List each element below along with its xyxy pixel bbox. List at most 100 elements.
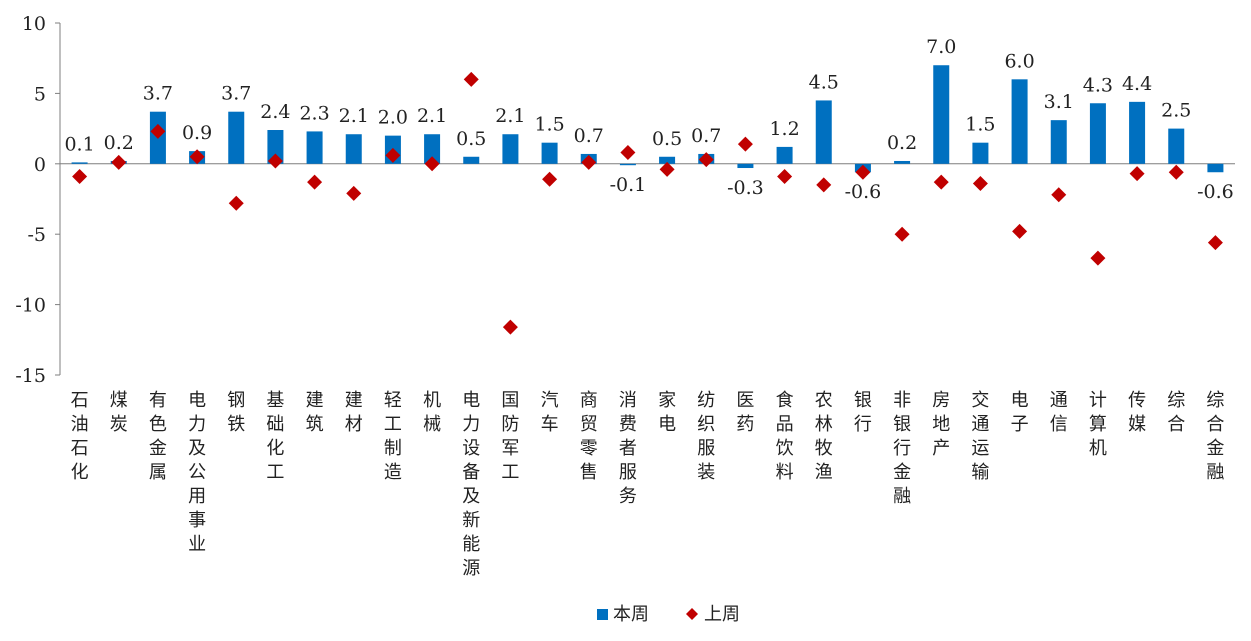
point (737, 136, 753, 152)
bar (1207, 163, 1224, 173)
point (385, 147, 401, 163)
category-label: 电力及公用事业 (188, 390, 206, 555)
bar-data-label: 2.4 (260, 101, 290, 123)
bar (1050, 120, 1067, 164)
category-label: 轻工制造 (384, 390, 402, 483)
category-label: 食品饮料 (776, 390, 794, 483)
category-label: 家电 (658, 390, 676, 435)
category-label: 石油石化 (71, 390, 89, 483)
category-label: 国防军工 (501, 390, 519, 483)
bar-series (71, 65, 1224, 173)
category-label: 基础化工 (266, 390, 284, 483)
point (189, 149, 205, 165)
point (267, 153, 283, 169)
category-label: 纺织服装 (697, 390, 715, 483)
bar (1129, 101, 1146, 164)
y-tick-label: 10 (22, 13, 46, 35)
bar (502, 134, 519, 164)
bar-data-label: -0.3 (727, 177, 764, 199)
bar-data-label: 0.7 (574, 125, 604, 147)
point (1051, 187, 1067, 203)
point (1207, 235, 1223, 251)
bar (737, 163, 754, 169)
y-tick-label: 0 (34, 154, 46, 176)
point (463, 71, 479, 87)
point (542, 171, 558, 187)
category-label: 电力设备及新能源 (462, 390, 480, 579)
bar-data-label: 7.0 (926, 36, 956, 58)
category-label: 传媒 (1128, 390, 1146, 435)
bar (776, 146, 793, 164)
point (620, 145, 636, 161)
legend: 本周 上周 (597, 604, 740, 625)
point (72, 168, 88, 184)
category-label: 机械 (423, 390, 441, 435)
point (816, 177, 832, 193)
category-label: 消费者服务 (619, 390, 637, 507)
bar (267, 130, 284, 164)
point (1168, 164, 1184, 180)
point (307, 174, 323, 190)
category-label: 通信 (1050, 390, 1068, 435)
category-label: 农林牧渔 (815, 390, 833, 483)
point (698, 152, 714, 168)
bar (1168, 128, 1185, 164)
point (777, 168, 793, 184)
point (1090, 250, 1106, 266)
category-label: 商贸零售 (580, 390, 598, 483)
legend-label: 本周 (613, 604, 649, 625)
bar-data-label: 0.1 (64, 133, 94, 155)
data-labels: 0.1 0.2 3.7 0.9 3.7 2.4 2.3 2.1 2.0 2.1 0.5 2.1 1.5 0… (64, 36, 1233, 203)
bar-data-label: 0.9 (182, 122, 212, 144)
y-tick-label: -15 (15, 365, 46, 387)
point (1129, 166, 1145, 182)
bar (228, 111, 245, 164)
category-label: 综合金融 (1206, 390, 1224, 483)
point (855, 164, 871, 180)
bar-data-label: 4.5 (809, 71, 839, 93)
point (502, 319, 518, 335)
bar-data-label: 0.5 (652, 128, 682, 150)
bar-data-label: 2.1 (495, 105, 525, 127)
point (424, 156, 440, 172)
y-tick-label: -5 (27, 224, 46, 246)
bar-data-label: 2.1 (417, 105, 447, 127)
bar (815, 100, 832, 164)
bar-data-label: 2.5 (1161, 100, 1191, 122)
bar-data-label: 3.7 (221, 83, 251, 105)
bar (972, 142, 989, 164)
bar (894, 160, 911, 164)
axes: 10 5 0 -5 -10 -15 (15, 13, 1235, 387)
point (1012, 223, 1028, 239)
bar-data-label: 3.7 (143, 83, 173, 105)
category-label: 建材 (345, 390, 363, 435)
bar (424, 134, 441, 164)
point (972, 176, 988, 192)
bar-data-label: -0.6 (1197, 181, 1234, 203)
point (228, 195, 244, 211)
point (659, 161, 675, 177)
bar-data-label: 4.3 (1083, 74, 1113, 96)
bar-data-label: -0.6 (845, 181, 882, 203)
y-tick-label: -10 (15, 295, 46, 317)
bar (619, 163, 636, 166)
bar-data-label: 3.1 (1044, 91, 1074, 113)
category-label: 房地产 (932, 390, 950, 459)
category-label: 计算机 (1089, 390, 1107, 459)
bar (463, 156, 480, 164)
bar-data-label: 1.5 (534, 114, 564, 136)
category-label: 交通运输 (971, 390, 989, 483)
category-label: 钢铁 (227, 390, 245, 435)
bar-data-label: 2.3 (299, 102, 329, 124)
point (111, 154, 127, 170)
legend-swatch-marker (686, 608, 698, 620)
category-label: 有色金属 (149, 390, 167, 483)
bar-data-label: 0.2 (104, 132, 134, 154)
category-label: 电子 (1011, 390, 1029, 435)
bar (933, 65, 950, 164)
bar-data-label: 6.0 (1004, 50, 1034, 72)
point (933, 174, 949, 190)
